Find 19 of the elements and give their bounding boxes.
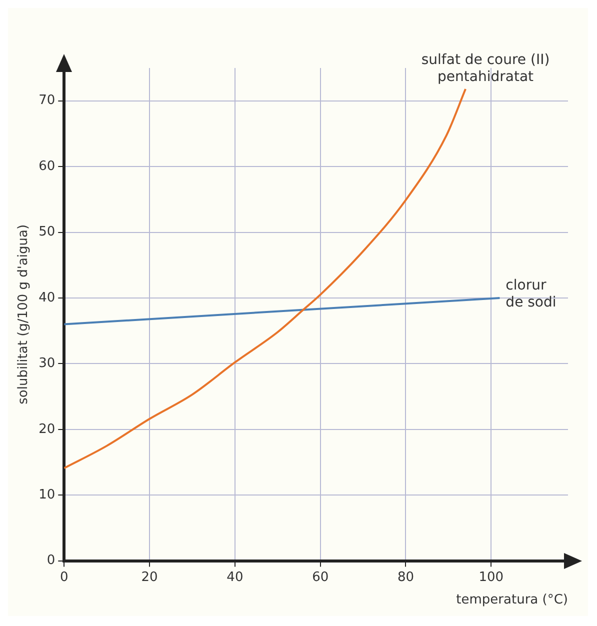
x-tick-label: 100 (478, 570, 504, 585)
y-tick-label: 20 (38, 422, 56, 437)
text: sulfat de coure (II) pentahidratat (421, 52, 550, 86)
y-axis-title: solubilitat (g/100 g d'aigua) (16, 224, 32, 404)
x-tick-label: 40 (226, 570, 244, 585)
y-tick-label: 60 (38, 158, 56, 174)
series-label: clorur de sodi (506, 277, 556, 310)
y-tick-label: 40 (38, 290, 56, 306)
y-tick-label: 50 (38, 224, 56, 240)
x-tick-label: 80 (397, 570, 414, 585)
y-tick-label: 0 (46, 553, 56, 568)
x-tick-label: 0 (60, 570, 68, 585)
y-tick-label: 70 (38, 93, 56, 108)
x-axis-title: temperatura (°C) (456, 592, 568, 608)
y-tick-label: 30 (38, 356, 56, 372)
x-tick-label: 60 (312, 570, 329, 585)
x-tick-label: 20 (141, 570, 158, 585)
y-tick-label: 10 (38, 487, 56, 502)
line-series (64, 88, 467, 470)
